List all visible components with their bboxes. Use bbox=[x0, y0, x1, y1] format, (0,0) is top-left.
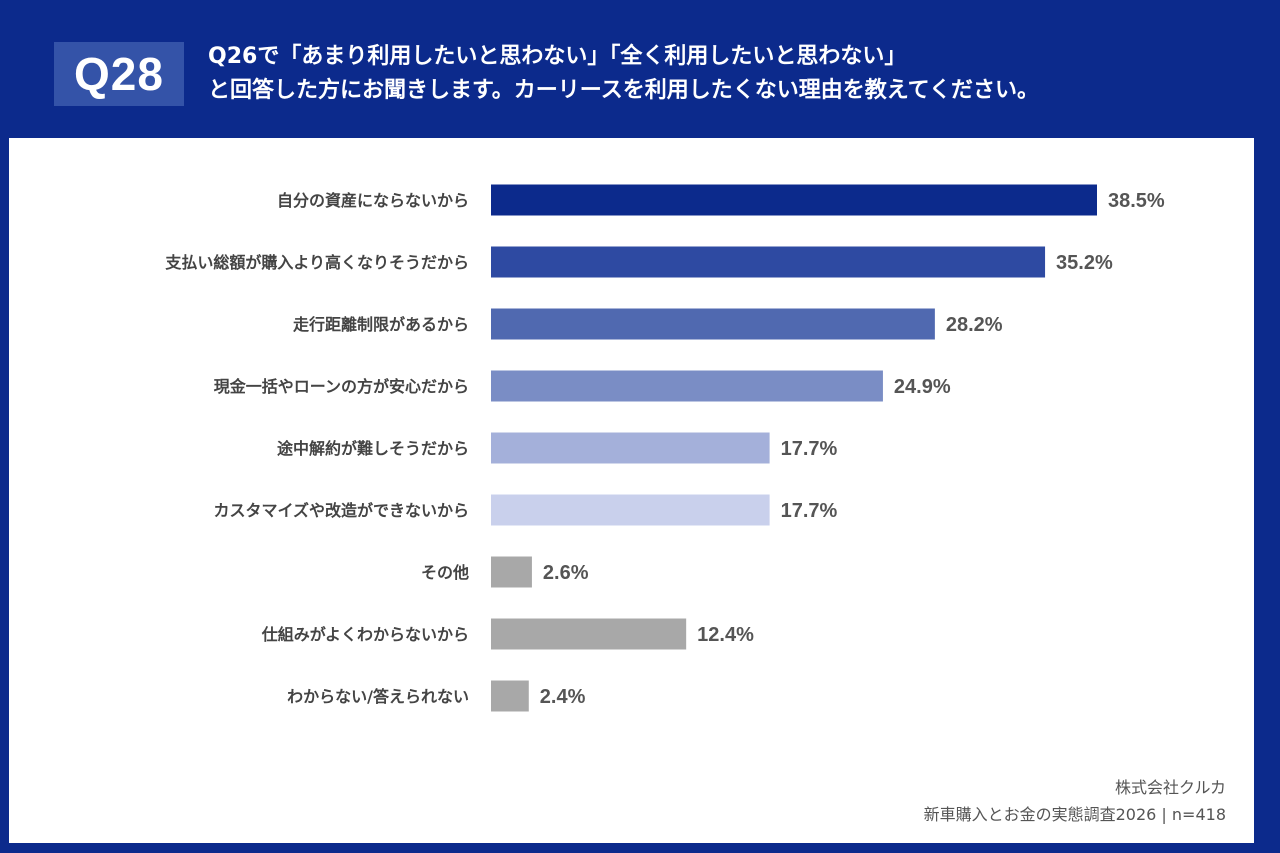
value-label: 2.6% bbox=[543, 562, 589, 584]
value-label: 28.2% bbox=[946, 314, 1003, 336]
value-label: 17.7% bbox=[781, 438, 838, 460]
category-label: 仕組みがよくわからないから bbox=[261, 625, 469, 644]
bar bbox=[491, 556, 532, 588]
bar bbox=[491, 246, 1046, 278]
chart-panel: 自分の資産にならないから 38.5% 支払い総額が購入より高くなりそうだから 35.2… bbox=[9, 138, 1254, 843]
value-label: 24.9% bbox=[894, 376, 951, 398]
category-label: カスタマイズや改造ができないから bbox=[213, 501, 469, 520]
bar bbox=[491, 308, 935, 340]
bar bbox=[491, 370, 883, 402]
question-title-line-1: Q26で「あまり利用したいと思わない」「全く利用したいと思わない」 bbox=[208, 44, 907, 69]
category-label: 途中解約が難しそうだから bbox=[277, 439, 469, 458]
value-label: 2.4% bbox=[540, 686, 586, 708]
bar-chart: 自分の資産にならないから 38.5% 支払い総額が購入より高くなりそうだから 35.2… bbox=[164, 184, 1165, 712]
bar bbox=[491, 680, 529, 712]
bar bbox=[491, 432, 770, 464]
value-label: 35.2% bbox=[1056, 252, 1113, 274]
category-label: 走行距離制限があるから bbox=[292, 315, 469, 334]
category-label: わからない/答えられない bbox=[287, 687, 469, 706]
bar bbox=[491, 618, 687, 650]
bar bbox=[491, 184, 1097, 216]
question-title: Q26で「あまり利用したいと思わない」「全く利用したいと思わない」 と回答した方… bbox=[208, 40, 1248, 108]
question-number-badge: Q28 bbox=[54, 42, 184, 106]
question-title-line-2: と回答した方にお聞きします。カーリースを利用したくない理由を教えてください。 bbox=[208, 78, 1039, 103]
value-label: 17.7% bbox=[781, 500, 838, 522]
footer-company: 株式会社クルカ bbox=[1114, 778, 1226, 797]
category-label: 自分の資産にならないから bbox=[277, 191, 469, 210]
category-label: 支払い総額が購入より高くなりそうだから bbox=[164, 253, 469, 272]
value-label: 38.5% bbox=[1108, 190, 1165, 212]
category-label: 現金一括やローンの方が安心だから bbox=[214, 377, 469, 396]
footer-survey: 新車購入とお金の実態調査2026 | n=418 bbox=[923, 805, 1226, 824]
bar bbox=[491, 494, 770, 526]
category-label: その他 bbox=[421, 563, 469, 582]
question-header: Q28 Q26で「あまり利用したいと思わない」「全く利用したいと思わない」 と回… bbox=[0, 0, 1280, 138]
value-label: 12.4% bbox=[697, 624, 754, 646]
